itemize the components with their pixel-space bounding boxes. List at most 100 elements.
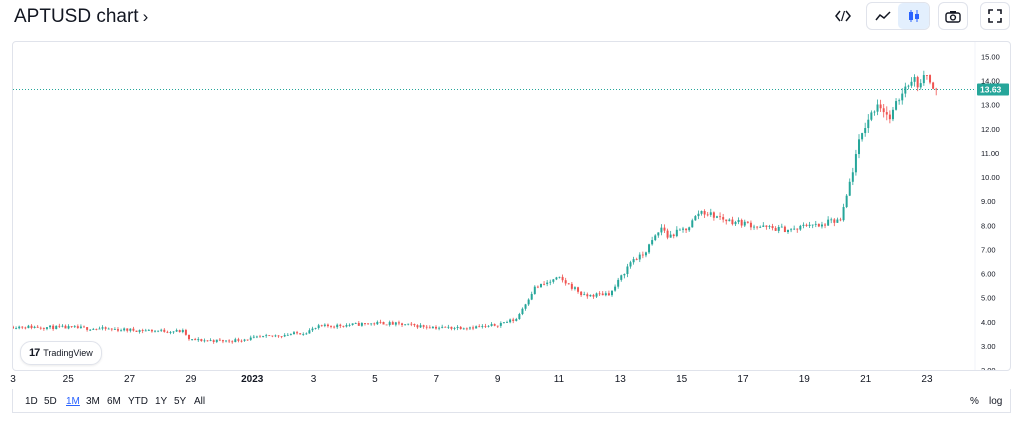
candle [181, 328, 184, 334]
price-tick-label: 8.00 [981, 221, 996, 230]
time-tick-label: 5 [372, 374, 378, 385]
candle [506, 320, 509, 324]
candle [33, 325, 36, 329]
candle [882, 103, 885, 118]
candle-body [712, 212, 715, 218]
candle [901, 88, 904, 105]
candle-body [484, 325, 487, 327]
time-tick-label: 27 [123, 374, 136, 385]
candle [601, 291, 604, 296]
candle-body [243, 339, 246, 341]
candle [357, 321, 360, 326]
candle-body [533, 286, 536, 294]
candle [45, 326, 48, 331]
timeframe-1d[interactable]: 1D [25, 396, 38, 407]
price-tick-label: 9.00 [981, 197, 996, 206]
timeframe-ytd[interactable]: YTD [128, 396, 148, 407]
candle-body [194, 339, 197, 341]
candle [243, 338, 246, 342]
candle [444, 326, 447, 328]
log-scale-toggle[interactable]: log [989, 396, 1003, 407]
embed-code-button[interactable] [828, 2, 858, 30]
candle-body [858, 139, 861, 155]
candle-body [413, 324, 416, 326]
candle-body [682, 228, 685, 230]
time-tick-label: 23 [921, 374, 933, 385]
candle [777, 224, 780, 234]
candle-body [555, 277, 558, 280]
candle-body [703, 211, 706, 215]
candle-body [623, 274, 626, 276]
candle-body [225, 340, 228, 342]
candle-body [453, 327, 456, 329]
candle-body [147, 330, 150, 331]
time-tick-label: 13 [614, 374, 626, 385]
candle-body [70, 326, 73, 327]
candle-body [333, 326, 336, 328]
candle [215, 339, 218, 344]
price-axis[interactable]: 15.00 14.00 13.00 12.00 11.00 10.00 9.00 8.00 7.… [981, 52, 1000, 370]
candle [481, 324, 484, 329]
candle [249, 335, 252, 341]
candle-body [438, 327, 441, 329]
timeframe-1y[interactable]: 1Y [155, 396, 168, 407]
candle-body [910, 81, 913, 86]
candle [682, 226, 685, 233]
snapshot-button[interactable] [938, 2, 968, 30]
candle-body [311, 328, 314, 331]
candle [373, 322, 376, 326]
candle-body [885, 112, 888, 115]
price-chart[interactable]: 15.00 14.00 13.00 12.00 11.00 10.00 9.00 8.00 7.… [13, 42, 1009, 370]
candle-body [922, 75, 925, 84]
candle [762, 222, 765, 228]
chart-title-link[interactable]: APTUSD chart › [14, 6, 148, 28]
timeframe-5d[interactable]: 5D [44, 396, 57, 407]
candle-body [326, 324, 329, 327]
candle [524, 303, 527, 311]
time-tick-label: 29 [185, 374, 197, 385]
candle-body [641, 254, 644, 256]
candle-body [654, 235, 657, 241]
tradingview-logo[interactable]: 17 TradingView [20, 341, 102, 365]
candle [468, 326, 471, 330]
candle [623, 273, 626, 279]
candle-body [648, 244, 651, 253]
timeframe-5y[interactable]: 5Y [174, 396, 187, 407]
timeframe-all[interactable]: All [194, 396, 206, 407]
candle [604, 291, 607, 297]
candle [848, 178, 851, 197]
candle [827, 216, 830, 226]
candle-body [913, 77, 916, 82]
candle [141, 328, 144, 334]
candle-body [595, 293, 598, 297]
candle [191, 339, 194, 341]
candle-body [181, 329, 184, 333]
timeframe-6m[interactable]: 6M [107, 396, 121, 407]
candle-body [700, 211, 703, 214]
candle [370, 323, 373, 326]
candle [110, 328, 113, 332]
candle-body [410, 323, 413, 325]
candle-body [419, 325, 422, 328]
candle [536, 285, 539, 289]
candle-body [919, 83, 922, 88]
candle [76, 324, 79, 329]
candle-body [808, 224, 811, 226]
candle [317, 323, 320, 330]
candle [379, 319, 382, 324]
line-style-button[interactable] [867, 3, 898, 29]
candle-body [360, 323, 363, 326]
candle-body [842, 207, 845, 221]
candle-body [24, 327, 27, 329]
timeframe-3m[interactable]: 3M [86, 396, 100, 407]
candle [836, 217, 839, 224]
time-tick-label: 3 [10, 374, 16, 385]
timeframe-1m[interactable]: 1M [66, 396, 80, 407]
percent-scale-toggle[interactable]: % [970, 396, 979, 407]
candle-body [209, 340, 212, 342]
candle-style-button[interactable] [898, 3, 929, 29]
candle [814, 220, 817, 228]
fullscreen-button[interactable] [980, 2, 1010, 30]
candle [805, 223, 808, 227]
candle-body [774, 228, 777, 231]
